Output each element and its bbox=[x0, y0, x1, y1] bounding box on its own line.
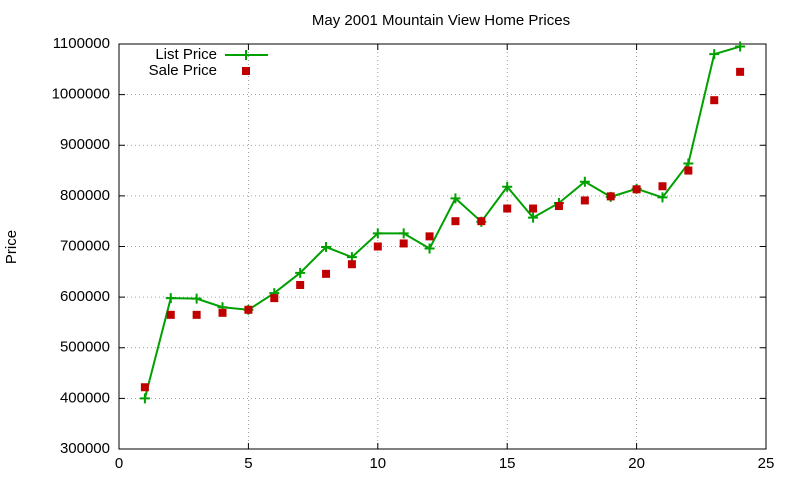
series-line bbox=[143, 45, 741, 399]
data-point bbox=[424, 243, 435, 254]
x-tick-label: 15 bbox=[499, 455, 516, 472]
data-point bbox=[140, 383, 149, 392]
data-point bbox=[477, 217, 486, 226]
data-point bbox=[322, 269, 331, 278]
data-point bbox=[425, 232, 434, 241]
legend-marker bbox=[241, 50, 251, 60]
data-point bbox=[165, 293, 176, 304]
data-point bbox=[192, 310, 201, 319]
y-axis-label: Price bbox=[3, 230, 20, 264]
y-tick-label: 500000 bbox=[60, 339, 110, 356]
data-point bbox=[347, 260, 356, 269]
y-tick-label: 800000 bbox=[60, 187, 110, 204]
x-tick-label: 0 bbox=[115, 455, 123, 472]
data-point bbox=[554, 202, 563, 210]
data-point bbox=[296, 280, 305, 289]
data-point bbox=[270, 294, 279, 303]
y-tick-label: 1000000 bbox=[52, 86, 110, 103]
data-point bbox=[580, 196, 589, 205]
data-point bbox=[450, 193, 461, 204]
data-point bbox=[372, 228, 383, 239]
data-point bbox=[684, 166, 693, 175]
data-point bbox=[710, 96, 719, 105]
data-point bbox=[709, 49, 720, 60]
data-point bbox=[579, 176, 590, 187]
x-tick-label: 25 bbox=[758, 455, 775, 472]
data-point bbox=[503, 204, 512, 213]
data-point bbox=[373, 242, 382, 251]
data-point bbox=[321, 242, 332, 253]
data-point bbox=[218, 308, 227, 317]
data-point bbox=[398, 228, 409, 239]
y-tick-label: 700000 bbox=[60, 237, 110, 254]
data-point bbox=[658, 182, 667, 191]
x-tick-label: 10 bbox=[369, 455, 386, 472]
data-point bbox=[399, 239, 408, 248]
data-point bbox=[451, 217, 460, 226]
data-point bbox=[606, 192, 615, 201]
y-tick-label: 300000 bbox=[60, 440, 110, 457]
data-point bbox=[529, 204, 538, 213]
data-point bbox=[632, 185, 641, 194]
data-point bbox=[528, 212, 539, 223]
data-point bbox=[736, 67, 745, 76]
y-tick-label: 400000 bbox=[60, 389, 110, 406]
legend-label: Sale Price bbox=[149, 62, 217, 79]
data-point bbox=[295, 267, 306, 278]
chart-title: May 2001 Mountain View Home Prices bbox=[312, 12, 570, 29]
legend-marker bbox=[242, 67, 250, 75]
y-tick-label: 1100000 bbox=[53, 35, 110, 52]
data-point bbox=[166, 310, 175, 319]
x-tick-label: 20 bbox=[628, 455, 645, 472]
data-point bbox=[502, 181, 513, 192]
y-tick-label: 600000 bbox=[60, 288, 110, 305]
data-point bbox=[139, 393, 150, 404]
data-point bbox=[735, 41, 746, 52]
data-point bbox=[244, 305, 253, 314]
y-tick-label: 900000 bbox=[60, 136, 110, 153]
legend-label: List Price bbox=[155, 46, 217, 63]
data-point bbox=[191, 293, 202, 304]
x-tick-label: 5 bbox=[244, 455, 252, 472]
plot-frame bbox=[118, 43, 767, 450]
data-point bbox=[657, 192, 668, 203]
